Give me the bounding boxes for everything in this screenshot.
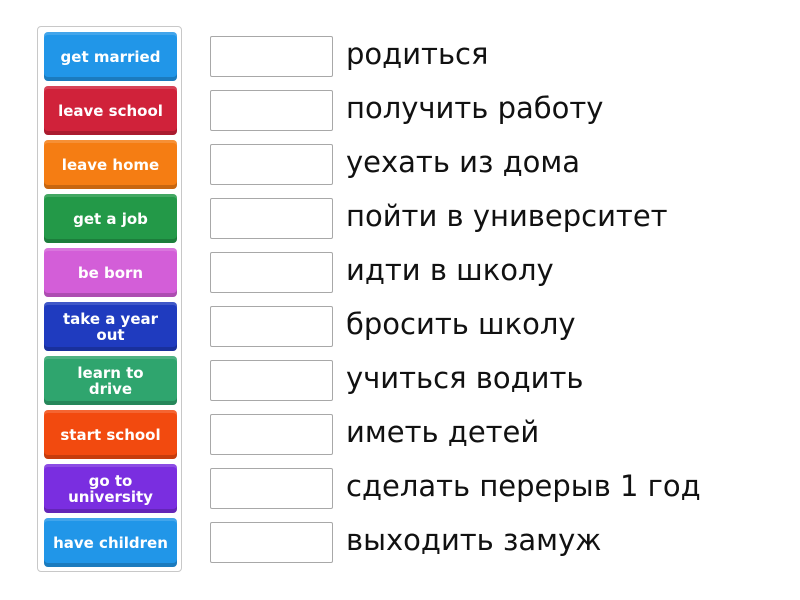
- draggable-tile[interactable]: go to university: [44, 464, 177, 513]
- target-label: сделать перерыв 1 год: [346, 469, 701, 503]
- drop-box[interactable]: [210, 90, 333, 131]
- tile-label: have children: [53, 533, 168, 552]
- word-bank: get married leave school leave home get a j…: [37, 26, 182, 572]
- draggable-tile[interactable]: leave home: [44, 140, 177, 189]
- draggable-tile[interactable]: get married: [44, 32, 177, 81]
- drop-box[interactable]: [210, 414, 333, 455]
- target-label: родиться: [346, 37, 489, 71]
- target-label: получить работу: [346, 91, 604, 125]
- drop-box[interactable]: [210, 468, 333, 509]
- draggable-tile[interactable]: learn to drive: [44, 356, 177, 405]
- drop-box[interactable]: [210, 360, 333, 401]
- drop-box[interactable]: [210, 252, 333, 293]
- draggable-tile[interactable]: start school: [44, 410, 177, 459]
- tile-label: be born: [77, 263, 144, 282]
- draggable-tile[interactable]: be born: [44, 248, 177, 297]
- draggable-tile[interactable]: get a job: [44, 194, 177, 243]
- draggable-tile[interactable]: have children: [44, 518, 177, 567]
- drop-box[interactable]: [210, 522, 333, 563]
- target-label: идти в школу: [346, 253, 554, 287]
- drop-box[interactable]: [210, 144, 333, 185]
- target-label: пойти в университет: [346, 199, 668, 233]
- tile-label: start school: [60, 425, 161, 444]
- tile-label: learn to drive: [77, 363, 144, 398]
- tile-label: take a year out: [62, 309, 159, 344]
- target-label: бросить школу: [346, 307, 576, 341]
- target-label: иметь детей: [346, 415, 540, 449]
- draggable-tile[interactable]: take a year out: [44, 302, 177, 351]
- tile-label: go to university: [68, 471, 153, 506]
- tile-label: leave school: [58, 101, 163, 120]
- target-label: учиться водить: [346, 361, 584, 395]
- draggable-tile[interactable]: leave school: [44, 86, 177, 135]
- tile-label: leave home: [61, 155, 160, 174]
- target-label: выходить замуж: [346, 523, 602, 557]
- target-label: уехать из дома: [346, 145, 581, 179]
- tile-label: get married: [60, 47, 161, 66]
- drop-box[interactable]: [210, 36, 333, 77]
- drop-box[interactable]: [210, 198, 333, 239]
- drop-box[interactable]: [210, 306, 333, 347]
- tile-label: get a job: [73, 209, 148, 228]
